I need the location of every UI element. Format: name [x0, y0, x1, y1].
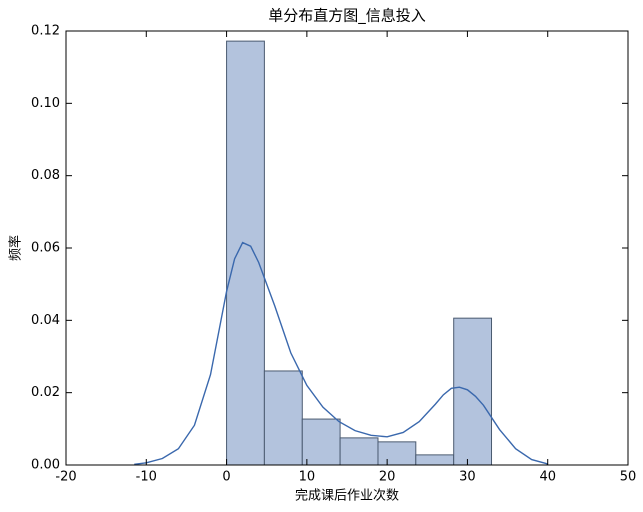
x-tick-label: 40 — [539, 470, 556, 485]
bar — [301, 418, 341, 466]
y-tick-label: 0.04 — [31, 313, 60, 328]
y-tick-label: 0.06 — [31, 241, 60, 256]
y-tick-label: 0.10 — [31, 96, 60, 111]
y-tick-label: 0.02 — [31, 385, 60, 400]
x-tick-label: 10 — [299, 470, 316, 485]
x-tick-label: 0 — [222, 470, 230, 485]
y-tick-label: 0.08 — [31, 168, 60, 183]
bar — [377, 441, 417, 466]
x-tick-label: 20 — [379, 470, 396, 485]
bar — [415, 454, 455, 466]
x-tick-label: -10 — [136, 470, 157, 485]
bar — [453, 317, 493, 466]
y-axis-label: 频率 — [8, 235, 24, 261]
x-axis-label: 完成课后作业次数 — [295, 488, 399, 504]
chart-title: 单分布直方图_信息投入 — [268, 7, 426, 26]
kde-line — [134, 241, 548, 465]
x-tick-label: 30 — [459, 470, 476, 485]
y-tick-label: 0.00 — [31, 458, 60, 473]
bar — [263, 370, 303, 466]
x-tick-label: 50 — [620, 470, 637, 485]
bar — [226, 40, 265, 466]
bar — [339, 437, 379, 466]
plot-frame — [65, 30, 629, 466]
y-tick-label: 0.12 — [31, 24, 60, 39]
x-tick-label: -20 — [55, 470, 76, 485]
